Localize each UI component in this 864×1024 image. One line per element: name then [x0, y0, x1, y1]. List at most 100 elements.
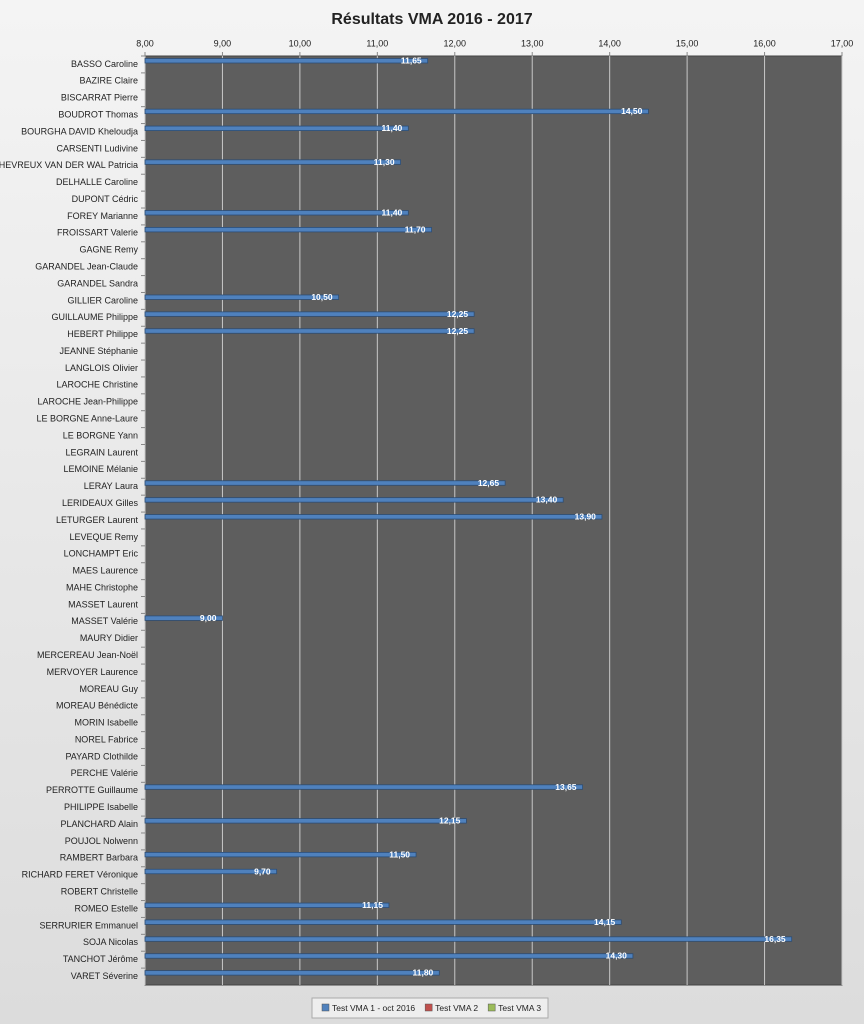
- bar: [144, 108, 649, 115]
- value-label: 11,40: [381, 208, 402, 218]
- bar: [144, 125, 409, 131]
- x-tick-label: 17,00: [831, 38, 854, 48]
- bar: [144, 227, 432, 233]
- bar: [144, 919, 622, 925]
- bar: [144, 902, 390, 908]
- y-tick-label: LAROCHE Christine: [56, 380, 138, 390]
- bar: [144, 58, 429, 64]
- value-label: 12,15: [439, 816, 461, 826]
- y-tick-label: LETURGER Laurent: [56, 515, 139, 525]
- value-label: 16,35: [764, 934, 786, 944]
- bar: [144, 953, 634, 959]
- value-label: 11,40: [381, 123, 402, 133]
- value-label: 9,70: [254, 866, 271, 876]
- y-tick-label: LEGRAIN Laurent: [65, 447, 138, 457]
- y-tick-label: MASSET Laurent: [68, 599, 138, 609]
- bar: [144, 936, 793, 942]
- value-label: 11,15: [362, 900, 383, 910]
- bar: [144, 970, 440, 976]
- value-label: 11,80: [412, 968, 433, 978]
- x-tick-label: 13,00: [521, 38, 544, 48]
- value-label: 12,25: [447, 326, 469, 336]
- bar: [144, 818, 467, 824]
- y-tick-label: PHILIPPE Isabelle: [64, 802, 138, 812]
- x-tick-label: 15,00: [676, 38, 699, 48]
- y-tick-label: MOREAU Guy: [79, 684, 138, 694]
- y-tick-label: CARSENTI Ludivine: [56, 143, 138, 153]
- y-tick-label: HEBERT Philippe: [67, 329, 138, 339]
- value-label: 13,40: [536, 495, 558, 505]
- x-tick-label: 14,00: [598, 38, 621, 48]
- y-tick-label: FROISSART Valerie: [57, 228, 138, 238]
- plot-area: [144, 55, 843, 986]
- y-tick-label: VARET Séverine: [71, 971, 138, 981]
- y-tick-label: GARANDEL Jean-Claude: [35, 262, 138, 272]
- y-tick-label: MAURY Didier: [80, 633, 138, 643]
- y-tick-label: GUILLAUME Philippe: [51, 312, 138, 322]
- bar: [144, 497, 564, 503]
- y-tick-label: LAROCHE Jean-Philippe: [37, 397, 138, 407]
- y-tick-label: TANCHOT Jérôme: [63, 954, 138, 964]
- y-tick-label: LONCHAMPT Eric: [64, 549, 139, 559]
- legend-label: Test VMA 3: [498, 1003, 541, 1013]
- y-tick-label: ROMEO Estelle: [74, 903, 138, 913]
- y-tick-label: GAGNE Remy: [79, 245, 138, 255]
- x-tick-label: 11,00: [366, 38, 388, 48]
- legend-swatch: [424, 1003, 433, 1012]
- y-tick-label: DUPONT Cédric: [72, 194, 139, 204]
- y-tick-label: LEVEQUE Remy: [69, 532, 138, 542]
- value-label: 14,30: [606, 951, 628, 961]
- x-tick-label: 12,00: [444, 38, 467, 48]
- y-tick-label: POUJOL Nolwenn: [65, 836, 138, 846]
- y-tick-label: FOREY Marianne: [67, 211, 138, 221]
- y-tick-label: LERAY Laura: [84, 481, 138, 491]
- y-tick-label: MOREAU Bénédicte: [56, 701, 138, 711]
- y-tick-label: BISCARRAT Pierre: [61, 93, 138, 103]
- value-label: 11,65: [401, 56, 422, 66]
- y-tick-label: MASSET Valérie: [71, 616, 138, 626]
- x-tick-label: 9,00: [214, 38, 232, 48]
- y-tick-label: LANGLOIS Olivier: [65, 363, 138, 373]
- bar: [144, 615, 223, 621]
- value-label: 11,70: [405, 224, 426, 234]
- value-label: 11,30: [374, 157, 395, 167]
- y-tick-label: SERRURIER Emmanuel: [39, 920, 138, 930]
- value-label: 12,25: [447, 309, 469, 319]
- y-tick-label: BASSO Caroline: [71, 59, 138, 69]
- y-tick-label: PERROTTE Guillaume: [46, 785, 138, 795]
- value-label: 14,50: [621, 106, 643, 116]
- value-label: 13,65: [555, 782, 577, 792]
- y-tick-label: DELHALLE Caroline: [56, 177, 138, 187]
- bar: [144, 868, 278, 875]
- y-tick-label: LEMOINE Mélanie: [63, 464, 138, 474]
- y-tick-label: PLANCHARD Alain: [60, 819, 138, 829]
- bar: [144, 328, 475, 334]
- y-tick-label: RICHARD FERET Véronique: [22, 870, 138, 880]
- bar: [144, 311, 475, 317]
- y-tick-label: BOURGHA DAVID Kheloudja: [21, 126, 138, 136]
- y-tick-label: SOJA Nicolas: [83, 937, 139, 947]
- y-tick-label: LE BORGNE Yann: [63, 430, 138, 440]
- legend-label: Test VMA 1 - oct 2016: [332, 1003, 415, 1013]
- value-label: 12,65: [478, 478, 500, 488]
- bar: [144, 210, 409, 216]
- x-tick-label: 10,00: [289, 38, 312, 48]
- y-tick-label: MERCEREAU Jean-Noël: [37, 650, 138, 660]
- value-label: 10,50: [311, 292, 333, 302]
- bar: [144, 480, 506, 486]
- legend-label: Test VMA 2: [435, 1003, 478, 1013]
- value-label: 14,15: [594, 917, 616, 927]
- bar: [144, 159, 401, 165]
- bar: [144, 851, 417, 858]
- legend-swatch: [487, 1003, 496, 1012]
- y-tick-label: CHEVREUX VAN DER WAL Patricia: [0, 160, 138, 170]
- y-tick-label: PAYARD Clothilde: [65, 751, 138, 761]
- y-tick-label: JEANNE Stéphanie: [59, 346, 138, 356]
- y-tick-label: LE BORGNE Anne-Laure: [36, 414, 138, 424]
- x-tick-label: 8,00: [136, 38, 154, 48]
- y-tick-label: PERCHE Valérie: [71, 768, 138, 778]
- y-tick-label: MERVOYER Laurence: [47, 667, 138, 677]
- bar: [144, 784, 583, 790]
